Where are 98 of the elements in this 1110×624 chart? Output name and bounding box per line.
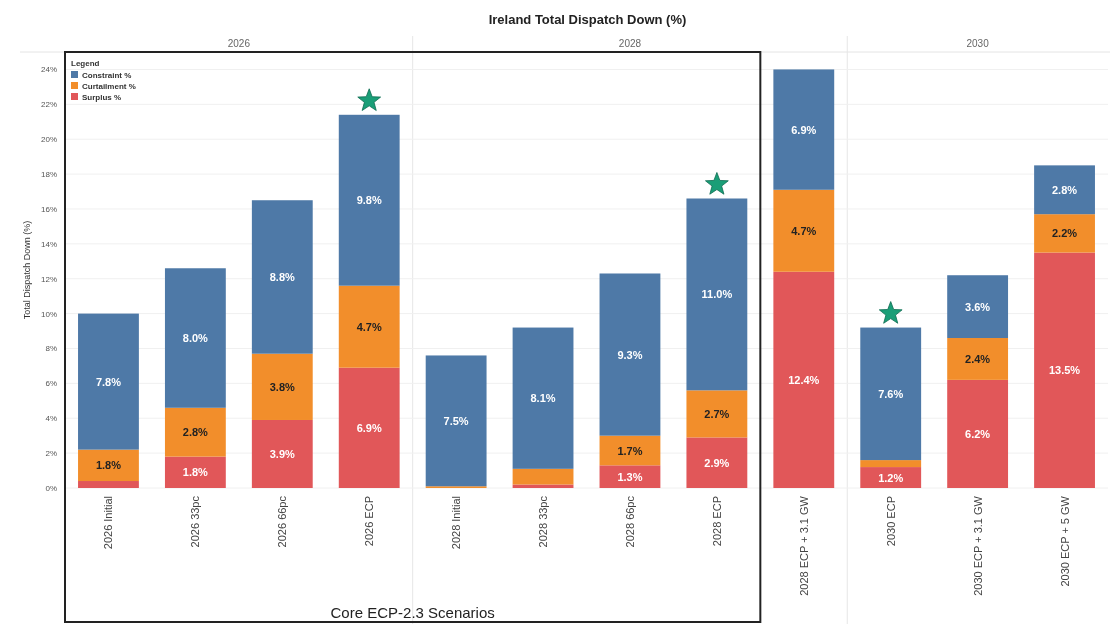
bar xyxy=(773,271,835,488)
bar xyxy=(251,200,313,354)
bar xyxy=(164,407,226,457)
bar xyxy=(512,468,574,485)
y-tick-label: 2% xyxy=(45,449,57,459)
y-tick-label: 14% xyxy=(40,239,57,249)
data-label: 6.9% xyxy=(356,421,382,434)
data-label: 3.8% xyxy=(269,380,296,393)
x-tick-label: 2026 ECP xyxy=(363,496,376,547)
bar xyxy=(78,313,139,450)
y-tick-label: 6% xyxy=(45,379,57,389)
text: 2028 xyxy=(618,38,642,49)
text: 2026 xyxy=(227,38,251,49)
data-label: 2.2% xyxy=(1052,227,1078,240)
bar xyxy=(947,275,1009,339)
text: 2030 xyxy=(966,38,990,49)
bar xyxy=(947,338,1009,380)
x-tick-label: 2028 33pc xyxy=(537,495,550,548)
y-tick-label: 12% xyxy=(40,274,57,284)
y-tick-label: 10% xyxy=(40,309,57,319)
legend-title: Legend xyxy=(71,59,100,68)
y-tick-label: 16% xyxy=(40,204,57,214)
data-label: 4.7% xyxy=(791,224,817,237)
bar xyxy=(599,465,661,488)
x-tick-label: 2028 66pc xyxy=(623,495,636,548)
bar xyxy=(338,285,400,368)
bar xyxy=(686,198,748,391)
y-tick-label: 4% xyxy=(45,414,57,424)
bar xyxy=(164,456,226,488)
data-label: 3.6% xyxy=(965,300,991,313)
y-axis-title: Total Dispatch Down (%) xyxy=(22,220,32,320)
bar xyxy=(860,467,922,488)
data-label: 8.8% xyxy=(269,270,296,283)
y-tick-label: 18% xyxy=(40,170,57,180)
y-tick-label: 8% xyxy=(45,344,57,354)
x-tick-label: 2030 ECP + 3.1 GW xyxy=(971,495,984,596)
text: Core ECP-2.3 Scenarios xyxy=(330,604,495,621)
x-tick-label: 2030 ECP xyxy=(884,496,897,547)
data-label: 9.8% xyxy=(356,194,382,207)
x-tick-label: 2026 66pc xyxy=(276,495,289,548)
bar xyxy=(1034,214,1095,253)
data-label: 7.8% xyxy=(95,375,122,388)
data-label: 7.5% xyxy=(443,414,469,427)
bar xyxy=(512,327,574,469)
data-label: 1.8% xyxy=(182,466,209,479)
bar xyxy=(1034,252,1095,488)
data-label: 4.7% xyxy=(356,320,382,333)
bar xyxy=(773,189,835,272)
x-tick-label: 2028 ECP xyxy=(710,496,723,547)
data-label: 1.8% xyxy=(95,459,122,472)
bar xyxy=(251,419,313,488)
data-label: 2.8% xyxy=(182,426,209,439)
bar xyxy=(164,268,226,408)
y-tick-label: 22% xyxy=(40,100,57,110)
legend-label: Curtailment % xyxy=(82,82,136,91)
data-label: 8.1% xyxy=(530,392,556,405)
data-label: 13.5% xyxy=(1048,364,1081,377)
x-tick-label: 2028 Initial xyxy=(450,496,463,550)
y-tick-label: 24% xyxy=(40,65,57,75)
legend-label: Constraint % xyxy=(82,71,132,80)
bar xyxy=(860,327,922,461)
y-tick-label: 0% xyxy=(45,484,57,493)
bar xyxy=(773,69,835,190)
legend-label: Surplus % xyxy=(82,93,122,102)
data-label: 12.4% xyxy=(788,373,820,386)
bar xyxy=(78,449,139,482)
data-label: 6.9% xyxy=(791,123,817,136)
data-label: 1.7% xyxy=(617,444,643,457)
bar xyxy=(1034,165,1095,215)
data-label: 1.2% xyxy=(878,471,904,484)
data-label: 2.9% xyxy=(704,456,730,469)
chart-title: Ireland Total Dispatch Down (%) xyxy=(488,12,687,27)
bar xyxy=(686,437,748,488)
data-label: 1.3% xyxy=(617,470,643,483)
bar xyxy=(78,481,139,488)
bar xyxy=(599,435,661,466)
data-label: 7.6% xyxy=(878,387,904,400)
bar xyxy=(338,114,400,286)
data-label: 9.3% xyxy=(617,348,643,361)
bar xyxy=(425,355,487,487)
bar xyxy=(860,460,922,468)
y-tick-label: 20% xyxy=(40,135,57,145)
data-label: 6.2% xyxy=(965,427,991,440)
data-label: 3.9% xyxy=(269,447,296,460)
data-label: 2.4% xyxy=(965,352,991,365)
data-label: 8.0% xyxy=(182,332,209,345)
x-tick-label: 2030 ECP + 5 GW xyxy=(1058,495,1071,587)
data-label: 2.7% xyxy=(704,407,730,420)
x-tick-label: 2026 Initial xyxy=(102,496,115,550)
data-label: 11.0% xyxy=(701,288,733,301)
data-label: 2.8% xyxy=(1052,183,1078,196)
bar xyxy=(599,273,661,436)
bar xyxy=(686,390,748,438)
bar xyxy=(338,367,400,488)
bar xyxy=(251,353,313,420)
x-tick-label: 2026 33pc xyxy=(189,495,202,548)
bar xyxy=(947,379,1009,488)
x-tick-label: 2028 ECP + 3.1 GW xyxy=(797,495,810,596)
